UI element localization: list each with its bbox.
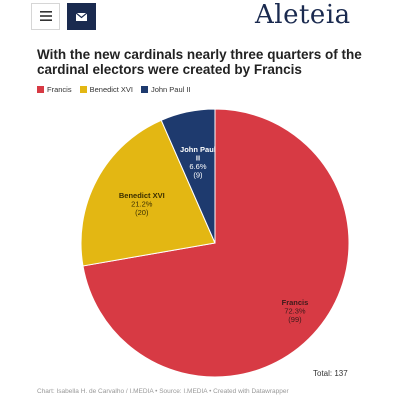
- legend-swatch: [140, 85, 148, 93]
- top-bar: Aleteia: [0, 0, 411, 36]
- slice-name-label: Benedict XVI: [119, 191, 165, 200]
- legend-swatch: [37, 85, 44, 93]
- legend-item: Benedict XVI: [79, 84, 133, 94]
- menu-button[interactable]: [31, 3, 60, 30]
- pie-slice-john-paul-ii: [160, 108, 216, 244]
- slice-name-label: II: [196, 153, 200, 162]
- legend-label: Francis: [47, 84, 72, 94]
- slice-percent-label: 6.6%: [189, 162, 206, 171]
- chart-credit: Chart: Isabella H. de Carvalho / I.MEDIA…: [37, 388, 289, 395]
- slice-name-label: Francis: [282, 298, 309, 307]
- legend-item: Francis: [37, 85, 72, 94]
- site-logo[interactable]: Aleteia: [255, 0, 351, 30]
- legend-item: John Paul II: [140, 84, 191, 94]
- slice-count-label: (20): [135, 208, 149, 217]
- legend-swatch: [79, 85, 87, 93]
- pie-slice-francis: [82, 108, 350, 378]
- slice-count-label: (9): [193, 170, 203, 179]
- chart-legend: Francis Benedict XVI John Paul II: [37, 83, 199, 95]
- legend-label: Benedict XVI: [89, 84, 133, 94]
- legend-label: John Paul II: [150, 84, 191, 94]
- newsletter-button[interactable]: [67, 3, 96, 30]
- hamburger-icon: [39, 8, 52, 26]
- slice-name-label: John Paul: [180, 145, 216, 154]
- slice-count-label: (99): [288, 315, 302, 324]
- slice-percent-label: 21.2%: [131, 200, 153, 209]
- pie-slice-benedict-xvi: [80, 119, 216, 267]
- envelope-icon: [75, 8, 88, 26]
- chart-title: With the new cardinals nearly three quar…: [37, 47, 362, 77]
- total-label: Total: 137: [313, 369, 348, 378]
- slice-percent-label: 72.3%: [284, 306, 306, 315]
